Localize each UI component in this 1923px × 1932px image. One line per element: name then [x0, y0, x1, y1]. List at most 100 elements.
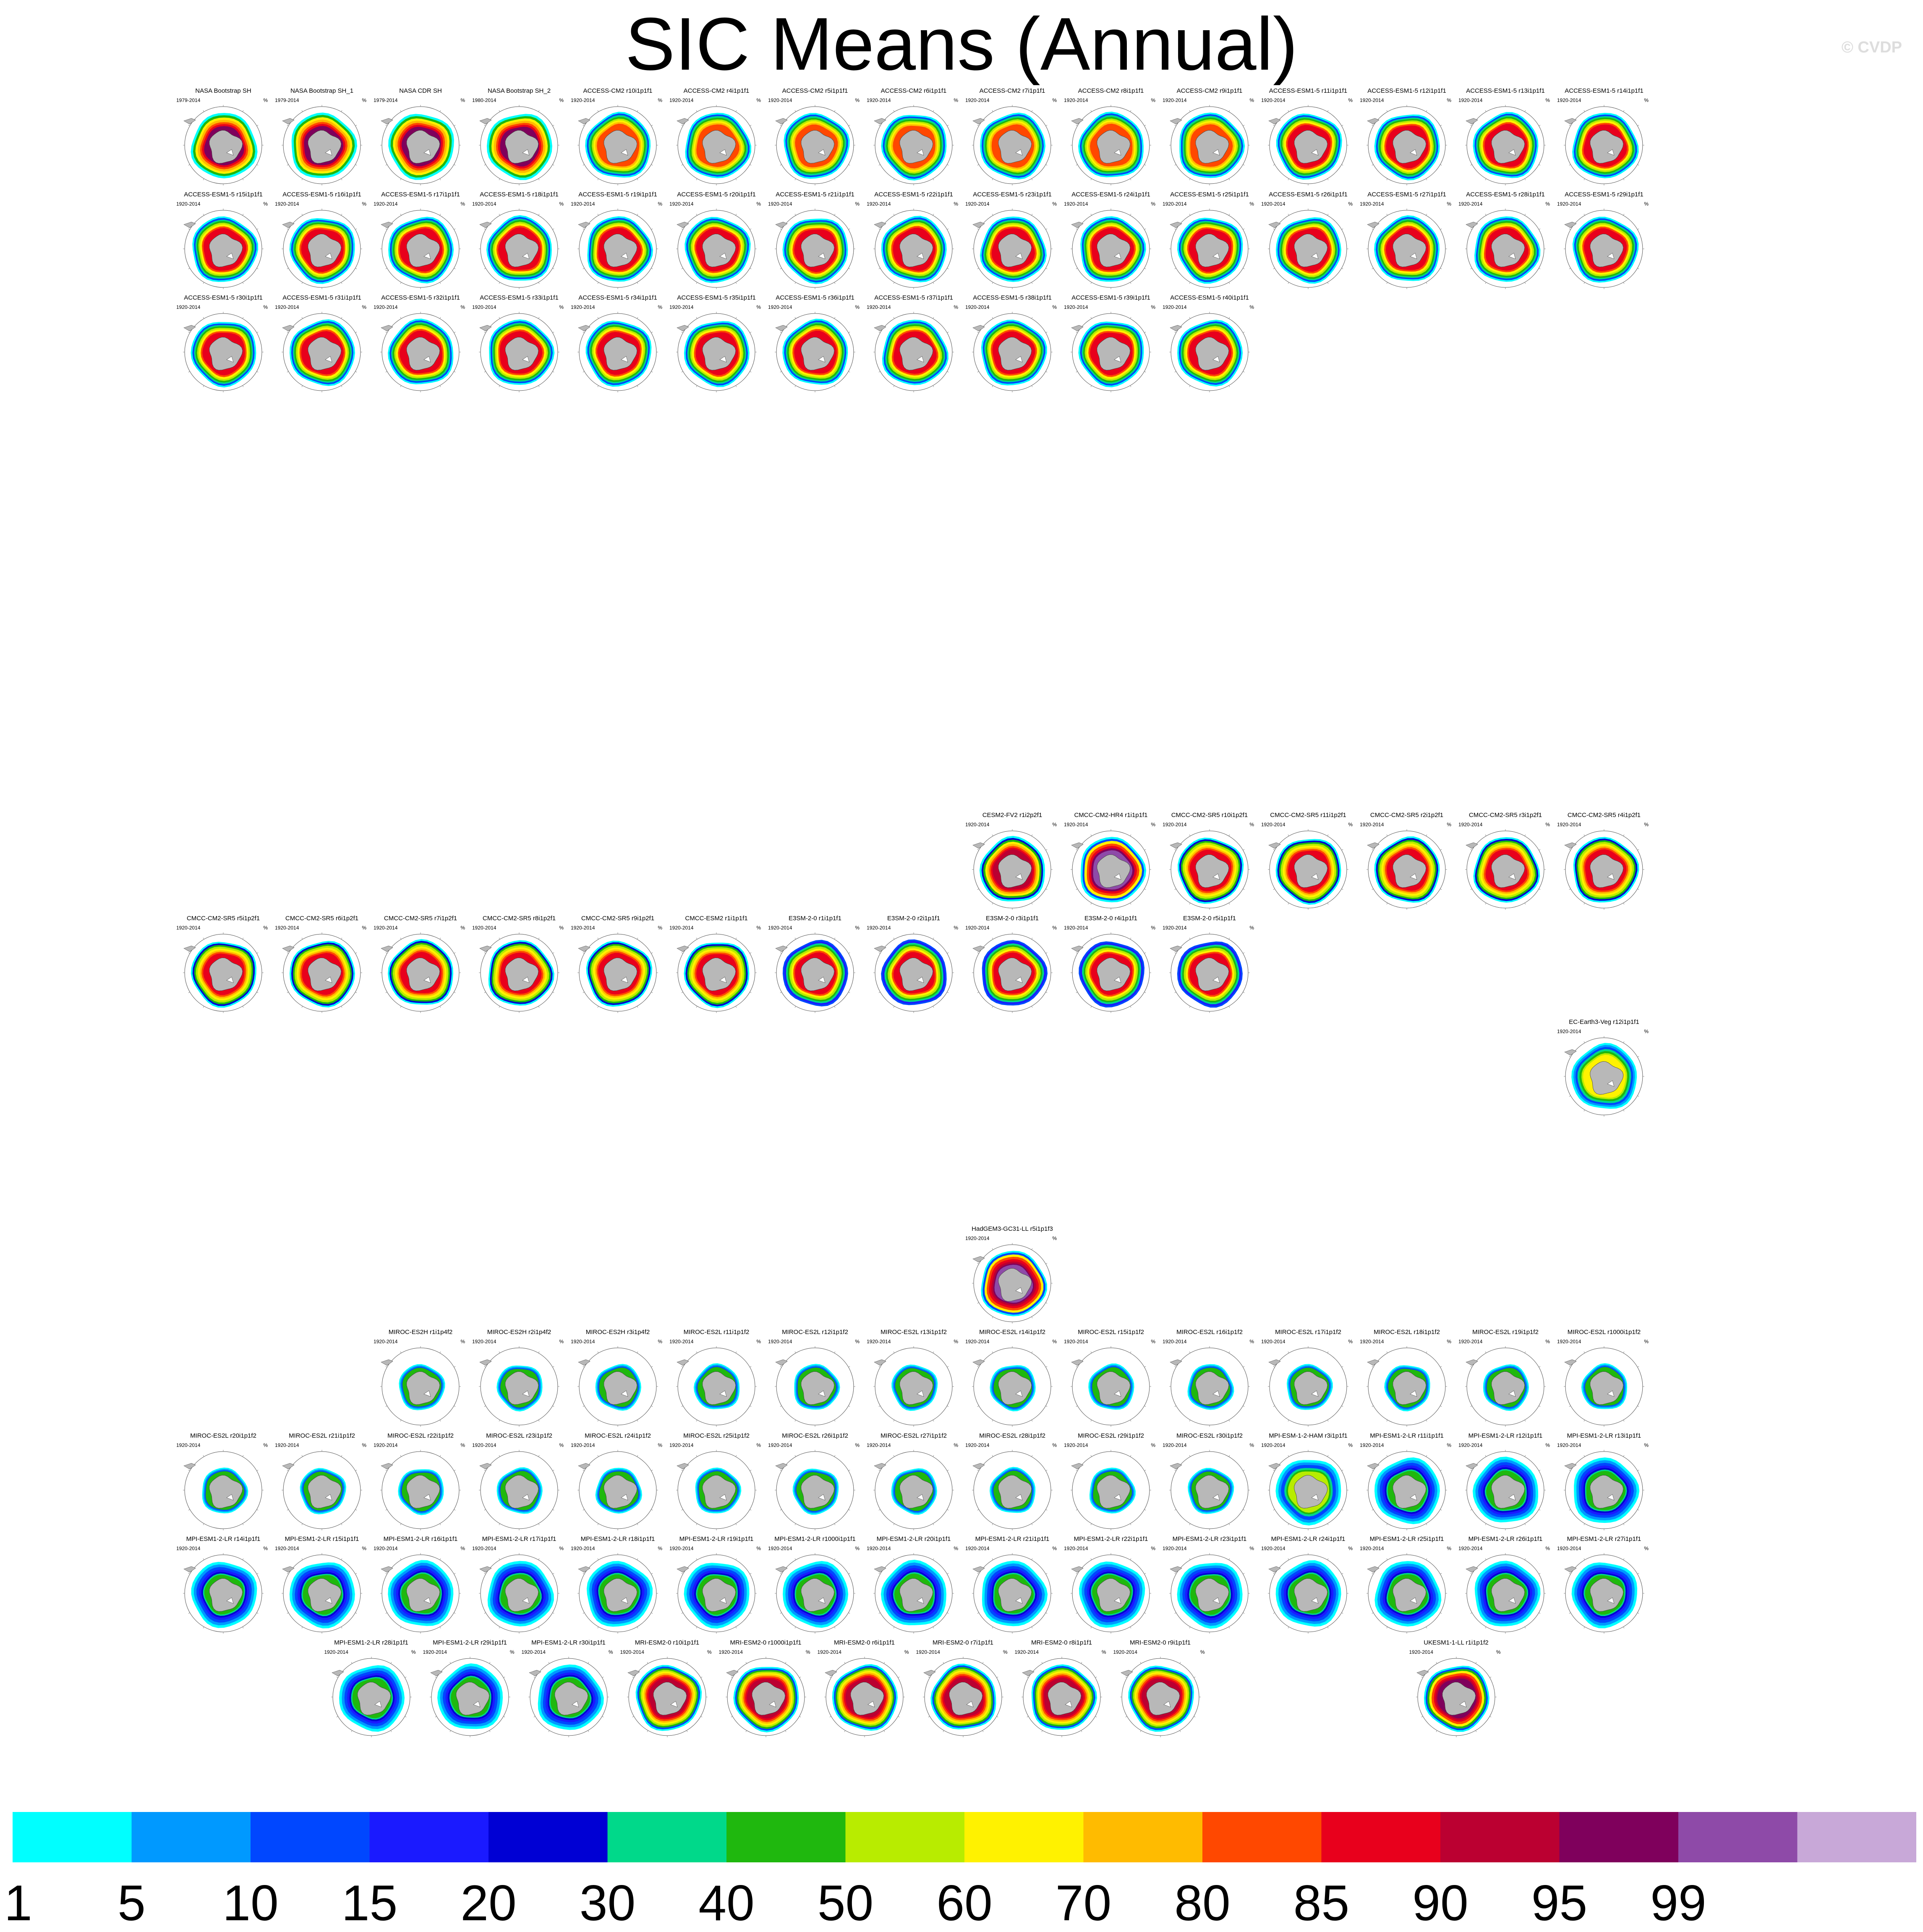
ice-shelf — [1015, 253, 1023, 259]
longitude-tick — [1327, 1420, 1329, 1422]
antarctica-land — [308, 337, 342, 371]
longitude-tick — [933, 110, 934, 112]
polar-map — [380, 105, 461, 185]
panel-period: 1920-2014 — [1557, 1339, 1581, 1345]
polar-map — [183, 1449, 264, 1530]
longitude-tick — [439, 317, 441, 319]
panel-period: 1980-2014 — [472, 97, 496, 103]
longitude-tick — [1623, 834, 1625, 836]
panel-period: 1920-2014 — [472, 1546, 496, 1551]
longitude-tick — [977, 1573, 979, 1574]
longitude-tick — [1623, 1041, 1625, 1043]
longitude-tick — [977, 849, 979, 850]
longitude-tick — [499, 282, 500, 284]
longitude-tick — [977, 332, 979, 333]
polar-map — [282, 312, 362, 392]
longitude-tick — [735, 1558, 737, 1560]
longitude-tick — [484, 125, 486, 126]
longitude-tick — [435, 1676, 437, 1678]
map-panel: E3SM-2-0 r2i1p1f1 1920-2014% — [863, 915, 964, 1016]
longitude-tick — [552, 1573, 554, 1574]
polar-map — [824, 1656, 905, 1737]
polar-map — [380, 1553, 461, 1634]
longitude-tick — [1583, 1420, 1585, 1422]
longitude-tick — [1090, 1420, 1092, 1422]
antarctica-land — [1195, 337, 1229, 371]
south-america-land — [677, 118, 689, 125]
polar-map — [676, 312, 757, 392]
longitude-tick — [996, 1716, 998, 1717]
ice-shelf — [1015, 1287, 1023, 1293]
map-panel: MIROC-ES2H r1i1p4f2 1920-2014% — [370, 1329, 471, 1429]
panel-title: MPI-ESM1-2-LR r30i1p1f1 — [531, 1639, 606, 1646]
panel-unit: % — [263, 925, 268, 931]
ice-shelf — [1212, 1597, 1220, 1604]
longitude-tick — [947, 1405, 949, 1407]
south-america-land — [578, 945, 590, 952]
map-panel: CESM2-FV2 r1i2p2f1 1920-2014% — [962, 812, 1063, 912]
longitude-tick — [1189, 1558, 1191, 1560]
longitude-tick — [484, 228, 486, 230]
longitude-tick — [735, 110, 737, 112]
panel-title: EC-Earth3-Veg r12i1p1f1 — [1569, 1018, 1639, 1026]
longitude-tick — [794, 178, 796, 180]
longitude-tick — [933, 214, 934, 216]
antarctica-land — [1097, 233, 1131, 267]
longitude-tick — [1045, 1366, 1048, 1368]
map-panel: ACCESS-ESM1-5 r27i1p1f1 1920-2014% — [1356, 191, 1457, 292]
panel-period: 1920-2014 — [965, 304, 990, 310]
panel-period: 1920-2014 — [669, 201, 694, 207]
panel-unit: % — [658, 1339, 662, 1345]
ice-shelf — [917, 356, 924, 363]
polar-map — [775, 208, 855, 289]
longitude-tick — [533, 1716, 536, 1717]
ice-shelf — [1508, 149, 1516, 156]
longitude-tick — [1569, 228, 1571, 230]
longitude-tick — [385, 228, 387, 230]
longitude-tick — [1436, 1662, 1437, 1664]
longitude-tick — [1045, 371, 1048, 373]
ice-shelf — [226, 149, 234, 156]
panel-unit: % — [1545, 201, 1550, 207]
longitude-tick — [1130, 1523, 1131, 1525]
longitude-tick — [256, 332, 259, 333]
polar-map — [1465, 208, 1546, 289]
antarctica-land — [1590, 854, 1624, 888]
longitude-tick — [552, 1509, 554, 1510]
panel-period: 1920-2014 — [275, 304, 299, 310]
map-panel: MPI-ESM1-2-LR r24i1p1f1 1920-2014% — [1258, 1535, 1359, 1636]
panel-title: CMCC-CM2-SR5 r6i1p2f1 — [285, 915, 359, 922]
longitude-tick — [287, 164, 289, 166]
map-panel: ACCESS-ESM1-5 r29i1p1f1 1920-2014% — [1554, 191, 1654, 292]
longitude-tick — [1426, 1627, 1427, 1629]
antarctica-land — [1097, 130, 1131, 164]
longitude-tick — [834, 282, 836, 284]
longitude-tick — [1174, 1509, 1176, 1510]
south-america-land — [972, 1359, 985, 1366]
longitude-tick — [977, 1366, 979, 1368]
panel-period: 1920-2014 — [1360, 1442, 1384, 1448]
colorbar-swatch — [369, 1812, 489, 1862]
south-america-land — [824, 1670, 837, 1676]
antarctica-land — [1195, 233, 1229, 267]
ice-shelf — [1212, 873, 1220, 880]
longitude-tick — [977, 268, 979, 269]
antarctica-land — [1590, 1061, 1624, 1095]
panel-title: MPI-ESM1-2-LR r13i1p1f1 — [1567, 1432, 1641, 1439]
longitude-tick — [355, 992, 357, 993]
south-america-land — [677, 1359, 689, 1366]
polar-map — [577, 932, 658, 1013]
antarctica-land — [1146, 1681, 1180, 1715]
longitude-tick — [439, 1523, 441, 1525]
panel-unit: % — [559, 201, 564, 207]
south-america-land — [1466, 1566, 1478, 1573]
longitude-tick — [1174, 332, 1176, 333]
longitude-tick — [439, 178, 441, 180]
panel-title: MRI-ESM2-0 r7i1p1f1 — [932, 1639, 994, 1646]
map-panel: MPI-ESM1-2-LR r17i1p1f1 1920-2014% — [469, 1535, 570, 1636]
longitude-tick — [1189, 1455, 1191, 1457]
polar-map — [1465, 1346, 1546, 1427]
antarctica-land — [505, 130, 539, 164]
longitude-tick — [1421, 1716, 1423, 1717]
longitude-tick — [1144, 228, 1146, 230]
